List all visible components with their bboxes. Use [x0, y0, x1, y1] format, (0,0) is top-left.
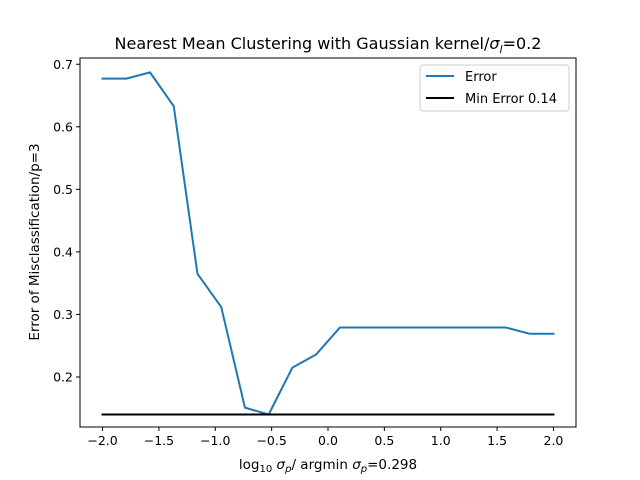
x-tick-label: 1.5	[487, 433, 507, 448]
x-tick-label: −0.5	[256, 433, 286, 448]
y-tick-label: 0.5	[53, 182, 73, 197]
legend-label-error: Error	[465, 70, 497, 85]
x-axis-label: log10 σp/ argmin σp=0.298	[239, 457, 417, 475]
x-tick-label: −1.5	[144, 433, 174, 448]
legend: Error Min Error 0.14	[419, 64, 570, 112]
x-tick-label: 0.5	[374, 433, 394, 448]
chart-title: Nearest Mean Clustering with Gaussian ke…	[115, 34, 542, 56]
y-tick-label: 0.4	[53, 244, 73, 259]
x-tick-label: 1.0	[431, 433, 451, 448]
y-axis-ticks: 0.2 0.3 0.4 0.5 0.6 0.7	[53, 57, 80, 384]
y-tick-label: 0.3	[53, 307, 73, 322]
x-tick-label: 0.0	[318, 433, 338, 448]
x-tick-label: 2.0	[544, 433, 564, 448]
series-line-error	[101, 71, 555, 416]
y-tick-label: 0.6	[53, 119, 73, 134]
x-tick-label: −1.0	[200, 433, 230, 448]
plot-area: −2.0 −1.5 −1.0 −0.5 0.0 0.5 1.0 1.5 2.0 0.20.30.…	[53, 57, 577, 448]
y-tick-label: 0.2	[53, 369, 73, 384]
y-tick-label: 0.7	[53, 57, 73, 72]
legend-box	[419, 64, 570, 112]
x-tick-label: −2.0	[87, 433, 117, 448]
x-axis-ticks: −2.0 −1.5 −1.0 −0.5 0.0 0.5 1.0 1.5 2.0	[87, 427, 563, 448]
series-layer	[101, 71, 555, 416]
legend-label-min-error: Min Error 0.14	[465, 92, 557, 107]
y-axis-label: Error of Misclassification/p=3	[27, 143, 43, 340]
